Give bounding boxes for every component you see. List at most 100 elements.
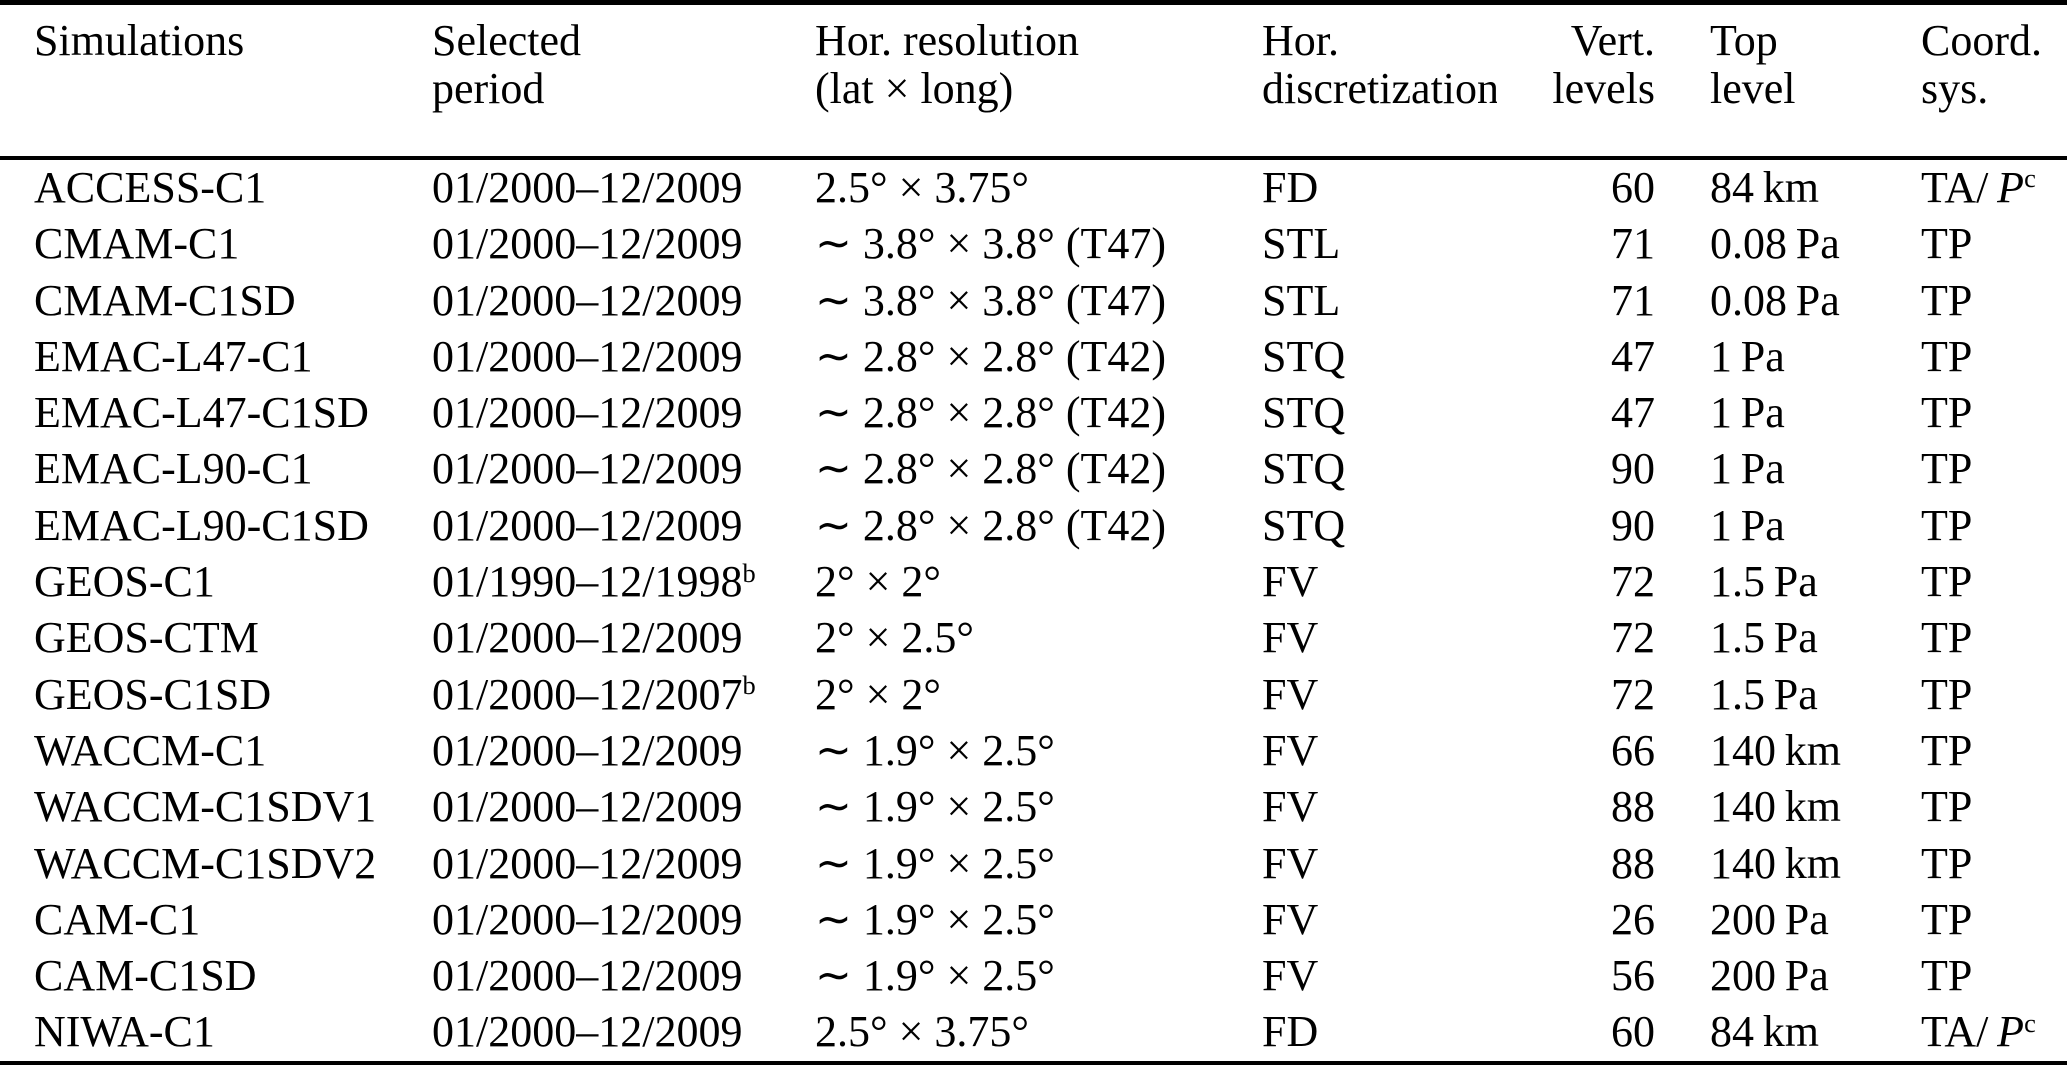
cell-top-level: 200 Pa xyxy=(1710,894,1829,944)
cell-simulation: WACCM-C1SDV1 xyxy=(34,782,377,832)
cell-selected-period: 01/2000–12/2009 xyxy=(432,951,743,1001)
cell-hor-resolution: ∼ 2.8° × 2.8° (T42) xyxy=(815,444,1167,494)
cell-hor-resolution: 2.5° × 3.75° xyxy=(815,1007,1030,1057)
cell-vert-levels: 90 xyxy=(1611,444,1655,494)
col-header-hor-resolution-line1: Hor. resolution xyxy=(815,16,1079,65)
cell-hor-discretization: FV xyxy=(1262,613,1319,663)
cell-simulation: GEOS-C1SD xyxy=(34,669,272,719)
cell-hor-discretization: STQ xyxy=(1262,331,1346,381)
col-header-top-level-line2: level xyxy=(1710,64,1796,113)
cell-top-level: 140 km xyxy=(1710,838,1842,888)
cell-coord-sys: TP xyxy=(1921,838,1973,888)
cell-coord-sys: TP xyxy=(1921,500,1973,550)
table-row: CAM-C1 01/2000–12/2009 ∼ 1.9° × 2.5° FV … xyxy=(0,892,2067,948)
col-header-coord-sys-line1: Coord. xyxy=(1921,16,2042,65)
cell-simulation: NIWA-C1 xyxy=(34,1007,215,1057)
cell-coord-sys: TP xyxy=(1921,669,1973,719)
cell-vert-levels: 60 xyxy=(1611,1007,1655,1057)
col-header-vert-levels-line2: levels xyxy=(1552,64,1655,113)
cell-selected-period: 01/1990–12/1998b xyxy=(432,557,756,607)
table-row: WACCM-C1SDV2 01/2000–12/2009 ∼ 1.9° × 2.… xyxy=(0,836,2067,892)
cell-hor-resolution: ∼ 2.8° × 2.8° (T42) xyxy=(815,500,1167,550)
cell-hor-discretization: STL xyxy=(1262,219,1341,269)
cell-selected-period: 01/2000–12/2009 xyxy=(432,388,743,438)
cell-coord-sys: TP xyxy=(1921,275,1973,325)
cell-hor-discretization: FV xyxy=(1262,669,1319,719)
cell-hor-discretization: STL xyxy=(1262,275,1341,325)
cell-vert-levels: 47 xyxy=(1611,331,1655,381)
cell-hor-resolution: ∼ 3.8° × 3.8° (T47) xyxy=(815,219,1167,269)
cell-coord-sys: TP xyxy=(1921,951,1973,1001)
cell-top-level: 1.5 Pa xyxy=(1710,557,1818,607)
col-header-top-level-line1: Top xyxy=(1710,16,1778,65)
cell-simulation: EMAC-L47-C1 xyxy=(34,331,313,381)
cell-top-level: 1.5 Pa xyxy=(1710,613,1818,663)
cell-hor-resolution: 2.5° × 3.75° xyxy=(815,163,1030,212)
table-row: CMAM-C1 01/2000–12/2009 ∼ 3.8° × 3.8° (T… xyxy=(0,216,2067,272)
col-header-vert-levels: Vert. levels xyxy=(1497,3,1655,159)
cell-vert-levels: 47 xyxy=(1611,388,1655,438)
table-body: ACCESS-C1 01/2000–12/2009 2.5° × 3.75° F… xyxy=(0,158,2067,1063)
table-row: CAM-C1SD 01/2000–12/2009 ∼ 1.9° × 2.5° F… xyxy=(0,948,2067,1004)
cell-vert-levels: 56 xyxy=(1611,951,1655,1001)
cell-selected-period: 01/2000–12/2009 xyxy=(432,782,743,832)
table-row: EMAC-L47-C1 01/2000–12/2009 ∼ 2.8° × 2.8… xyxy=(0,329,2067,385)
col-header-top-level: Top level xyxy=(1655,3,1921,159)
cell-coord-sys: TP xyxy=(1921,388,1973,438)
cell-hor-resolution: 2° × 2° xyxy=(815,557,942,607)
cell-simulation: GEOS-CTM xyxy=(34,613,259,663)
cell-selected-period: 01/2000–12/2009 xyxy=(432,725,743,775)
cell-vert-levels: 88 xyxy=(1611,838,1655,888)
cell-top-level: 140 km xyxy=(1710,782,1842,832)
col-header-hor-discretization-line1: Hor. xyxy=(1262,16,1339,65)
cell-hor-discretization: FV xyxy=(1262,557,1319,607)
cell-selected-period: 01/2000–12/2009 xyxy=(432,838,743,888)
cell-hor-resolution: ∼ 1.9° × 2.5° xyxy=(815,951,1055,1001)
table-row: GEOS-CTM 01/2000–12/2009 2° × 2.5° FV 72… xyxy=(0,610,2067,666)
cell-hor-resolution: ∼ 1.9° × 2.5° xyxy=(815,894,1055,944)
cell-top-level: 1 Pa xyxy=(1710,500,1785,550)
cell-top-level: 1 Pa xyxy=(1710,331,1785,381)
cell-top-level: 0.08 Pa xyxy=(1710,275,1840,325)
table-row: CMAM-C1SD 01/2000–12/2009 ∼ 3.8° × 3.8° … xyxy=(0,273,2067,329)
cell-coord-sys: TP xyxy=(1921,613,1973,663)
col-header-simulations: Simulations xyxy=(0,3,432,159)
cell-simulation: WACCM-C1SDV2 xyxy=(34,838,377,888)
cell-coord-sys: TP xyxy=(1921,444,1973,494)
cell-selected-period: 01/2000–12/2009 xyxy=(432,444,743,494)
cell-coord-sys: TP xyxy=(1921,331,1973,381)
table-row: GEOS-C1SD 01/2000–12/2007b 2° × 2° FV 72… xyxy=(0,667,2067,723)
cell-hor-resolution: ∼ 1.9° × 2.5° xyxy=(815,838,1055,888)
cell-selected-period: 01/2000–12/2009 xyxy=(432,275,743,325)
cell-simulation: GEOS-C1 xyxy=(34,557,215,607)
table-row: ACCESS-C1 01/2000–12/2009 2.5° × 3.75° F… xyxy=(0,158,2067,216)
cell-hor-discretization: FV xyxy=(1262,782,1319,832)
cell-vert-levels: 88 xyxy=(1611,782,1655,832)
cell-top-level: 1 Pa xyxy=(1710,388,1785,438)
cell-selected-period: 01/2000–12/2009 xyxy=(432,163,743,212)
cell-hor-discretization: STQ xyxy=(1262,500,1346,550)
cell-hor-discretization: FD xyxy=(1262,1007,1319,1057)
cell-hor-resolution: ∼ 1.9° × 2.5° xyxy=(815,782,1055,832)
col-header-hor-discretization: Hor. discretization xyxy=(1262,3,1497,159)
table-row: EMAC-L90-C1 01/2000–12/2009 ∼ 2.8° × 2.8… xyxy=(0,441,2067,497)
cell-coord-sys: TP xyxy=(1921,557,1973,607)
cell-selected-period: 01/2000–12/2009 xyxy=(432,331,743,381)
cell-simulation: EMAC-L90-C1 xyxy=(34,444,313,494)
cell-hor-discretization: FV xyxy=(1262,894,1319,944)
cell-top-level: 200 Pa xyxy=(1710,951,1829,1001)
table-row: EMAC-L47-C1SD 01/2000–12/2009 ∼ 2.8° × 2… xyxy=(0,385,2067,441)
cell-simulation: CMAM-C1 xyxy=(34,219,240,269)
cell-coord-sys: TP xyxy=(1921,219,1973,269)
cell-selected-period: 01/2000–12/2009 xyxy=(432,894,743,944)
col-header-selected-period-line1: Selected xyxy=(432,16,582,65)
cell-coord-sys: TP xyxy=(1921,782,1973,832)
cell-top-level: 0.08 Pa xyxy=(1710,219,1840,269)
cell-top-level: 84 km xyxy=(1710,163,1820,212)
cell-vert-levels: 26 xyxy=(1611,894,1655,944)
cell-vert-levels: 72 xyxy=(1611,669,1655,719)
cell-vert-levels: 90 xyxy=(1611,500,1655,550)
table-row: NIWA-C1 01/2000–12/2009 2.5° × 3.75° FD … xyxy=(0,1004,2067,1062)
cell-hor-resolution: ∼ 3.8° × 3.8° (T47) xyxy=(815,275,1167,325)
